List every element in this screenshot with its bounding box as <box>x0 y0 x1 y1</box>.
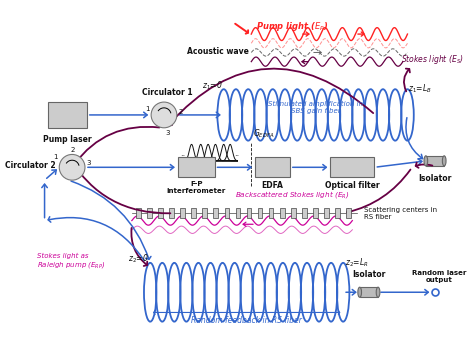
Text: Isolator: Isolator <box>419 174 452 183</box>
Bar <box>246 208 251 218</box>
Bar <box>213 208 218 218</box>
Text: 3: 3 <box>87 159 91 166</box>
Text: 2: 2 <box>179 109 183 115</box>
Text: Circulator 2: Circulator 2 <box>5 161 55 170</box>
Bar <box>324 208 329 218</box>
Text: Isolator: Isolator <box>352 270 385 280</box>
Ellipse shape <box>376 287 380 297</box>
Text: Optical filter: Optical filter <box>325 181 380 190</box>
Text: $G_{EDFA}$: $G_{EDFA}$ <box>253 127 275 140</box>
Text: $z_1$=0: $z_1$=0 <box>202 79 223 92</box>
Bar <box>302 208 307 218</box>
Ellipse shape <box>358 287 362 297</box>
Bar <box>178 157 215 177</box>
Ellipse shape <box>424 156 428 166</box>
Bar <box>330 157 374 177</box>
Text: $z_2$=0: $z_2$=0 <box>128 253 148 265</box>
Bar <box>136 208 141 218</box>
Text: Pump laser: Pump laser <box>43 135 92 144</box>
Text: Acoustic wave: Acoustic wave <box>187 47 249 56</box>
Bar <box>258 208 263 218</box>
Bar <box>313 208 318 218</box>
Bar <box>169 208 174 218</box>
Bar <box>202 208 207 218</box>
Text: Stokes light as
Raleigh pump ($E_{RP}$): Stokes light as Raleigh pump ($E_{RP}$) <box>37 253 106 270</box>
Bar <box>280 208 284 218</box>
Bar <box>360 287 378 297</box>
Bar <box>225 208 229 218</box>
Text: Backscattered Stokes light ($E_R$): Backscattered Stokes light ($E_R$) <box>236 189 350 200</box>
Bar <box>269 208 273 218</box>
Text: Random laser
output: Random laser output <box>411 270 466 283</box>
Bar <box>426 156 444 166</box>
Text: Stimulated amplification in
SBS gain fiber: Stimulated amplification in SBS gain fib… <box>268 101 363 114</box>
Text: ··: ·· <box>181 152 186 161</box>
Text: 2: 2 <box>70 147 75 153</box>
Bar <box>291 208 296 218</box>
Circle shape <box>151 102 177 128</box>
Text: Stokes light ($E_S$): Stokes light ($E_S$) <box>401 53 464 66</box>
Text: $z_1$=$L_B$: $z_1$=$L_B$ <box>409 83 432 95</box>
Bar <box>255 157 290 177</box>
Text: Circulator 1: Circulator 1 <box>142 88 193 96</box>
Ellipse shape <box>442 156 446 166</box>
Text: F-P
interferometer: F-P interferometer <box>166 181 226 194</box>
Text: EDFA: EDFA <box>262 181 283 190</box>
Text: ··: ·· <box>234 152 239 161</box>
Bar <box>236 208 240 218</box>
Bar <box>48 102 87 128</box>
Text: Pump light ($E_P$): Pump light ($E_P$) <box>256 20 329 33</box>
Bar <box>346 208 351 218</box>
Bar <box>147 208 152 218</box>
Text: Random feedback in RS fiber: Random feedback in RS fiber <box>191 316 302 325</box>
Text: 3: 3 <box>166 130 170 136</box>
Bar <box>335 208 340 218</box>
Bar <box>180 208 185 218</box>
Text: $z_2$=$L_R$: $z_2$=$L_R$ <box>345 257 368 269</box>
Bar <box>191 208 196 218</box>
Circle shape <box>59 154 85 180</box>
Text: Scattering centers in
RS fiber: Scattering centers in RS fiber <box>365 207 438 220</box>
Bar <box>158 208 163 218</box>
Text: 1: 1 <box>145 106 149 112</box>
Text: 1: 1 <box>53 154 57 160</box>
